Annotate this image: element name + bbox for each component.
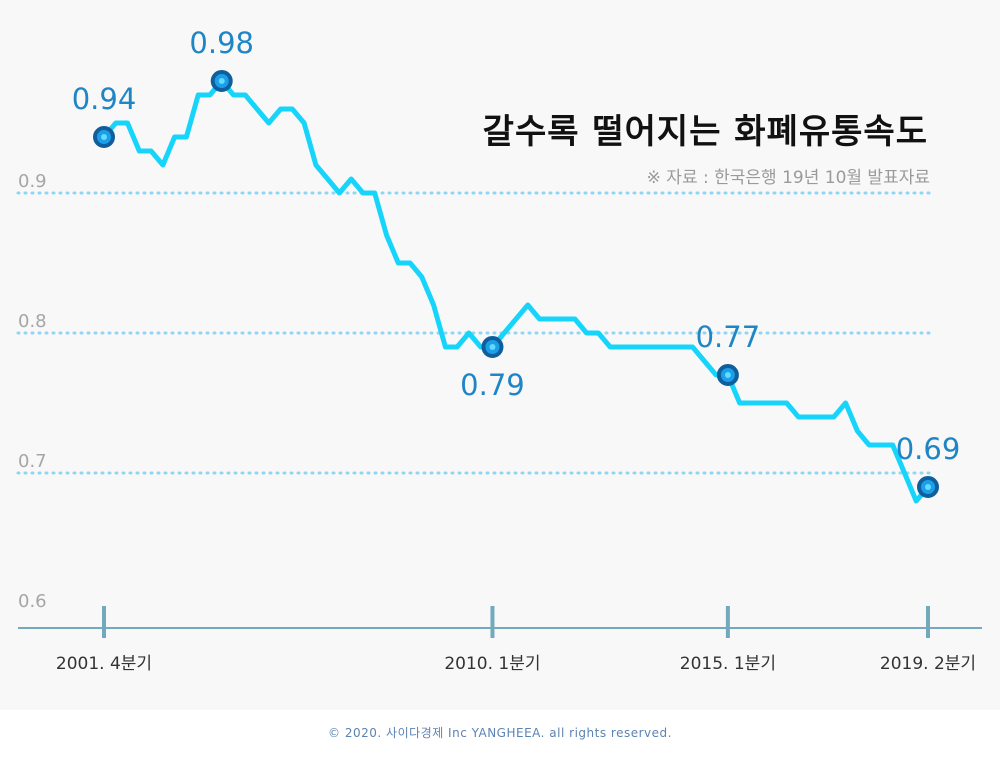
data-point-marker-core [101, 134, 107, 140]
y-tick-label: 0.6 [18, 591, 47, 612]
data-point-marker-core [724, 372, 731, 378]
data-label: 0.98 [189, 26, 254, 60]
source-note: ※ 자료 : 한국은행 19년 10월 발표자료 [646, 168, 930, 188]
data-point-marker-core [489, 344, 496, 350]
x-tick-label: 2001. 4분기 [56, 654, 152, 674]
x-tick-label: 2010. 1분기 [444, 654, 540, 674]
data-label: 0.94 [72, 82, 137, 116]
x-tick-label: 2019. 2분기 [880, 654, 976, 674]
copyright-footer: © 2020. 사이다경제 Inc YANGHEEA. all rights r… [0, 710, 1000, 760]
data-label: 0.79 [460, 368, 525, 402]
series-line [101, 78, 931, 504]
line-chart: 0.6 0.7 0.8 0.9 2001. 4분기 2010. 1분기 2015. 1분기 2… [16, 26, 982, 674]
x-tick-label: 2015. 1분기 [680, 654, 776, 674]
y-tick-label: 0.8 [18, 311, 47, 332]
data-label: 0.69 [896, 432, 961, 466]
data-label: 0.77 [696, 320, 761, 354]
chart-title: 갈수록 떨어지는 화폐유통속도 [482, 112, 928, 152]
y-tick-label: 0.9 [18, 171, 47, 192]
data-point-marker-core [925, 484, 931, 490]
y-tick-label: 0.7 [18, 451, 47, 472]
chart-panel: 0.6 0.7 0.8 0.9 2001. 4분기 2010. 1분기 2015. 1분기 2… [16, 26, 982, 674]
data-point-marker-core [218, 78, 225, 84]
